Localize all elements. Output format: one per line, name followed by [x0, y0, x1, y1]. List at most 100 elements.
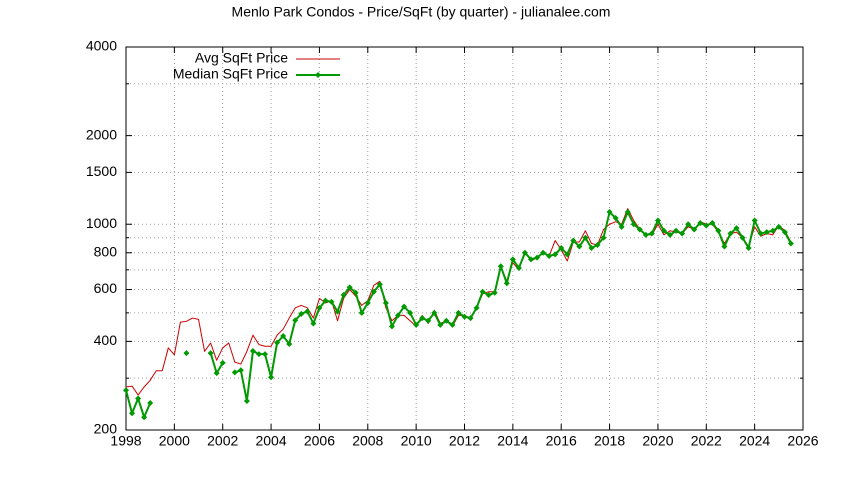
data-point: [667, 231, 674, 238]
data-point: [685, 221, 692, 228]
data-point: [739, 234, 746, 241]
x-tick-label: 2022: [691, 433, 722, 449]
x-tick-label: 2018: [594, 433, 625, 449]
data-point: [298, 310, 305, 317]
y-tick-label: 400: [94, 332, 118, 348]
data-point: [431, 309, 438, 316]
data-point: [292, 317, 299, 324]
data-point: [576, 243, 583, 250]
data-point: [624, 209, 631, 216]
data-point: [467, 315, 474, 322]
legend-label: Avg SqFt Price: [195, 50, 288, 66]
data-point: [546, 253, 553, 260]
data-point: [787, 240, 794, 247]
data-point: [497, 263, 504, 270]
data-point: [219, 359, 226, 366]
data-point: [274, 339, 281, 346]
data-point: [570, 237, 577, 244]
data-point: [255, 351, 262, 358]
data-point: [443, 317, 450, 324]
data-point: [691, 226, 698, 233]
x-tick-label: 2024: [739, 433, 770, 449]
data-point: [346, 284, 353, 291]
data-point: [479, 288, 486, 295]
data-point: [697, 219, 704, 226]
data-point: [437, 321, 444, 328]
data-point: [515, 265, 522, 272]
data-point: [455, 309, 462, 316]
data-point: [588, 245, 595, 252]
legend-label: Median SqFt Price: [173, 66, 288, 82]
data-point: [769, 227, 776, 234]
data-point: [606, 209, 613, 216]
data-point: [401, 303, 408, 310]
data-point: [775, 223, 782, 230]
data-point: [449, 321, 456, 328]
data-point: [654, 217, 661, 224]
plot-border: [125, 46, 804, 431]
data-point: [183, 350, 190, 357]
data-point: [407, 309, 414, 316]
data-point: [249, 348, 256, 355]
data-point: [612, 214, 619, 221]
data-point: [382, 300, 389, 307]
data-point: [781, 229, 788, 236]
data-point: [280, 333, 287, 340]
x-tick-label: 2016: [546, 433, 577, 449]
data-point: [322, 297, 329, 304]
data-point: [413, 321, 420, 328]
x-tick-label: 2002: [207, 433, 238, 449]
data-point: [358, 309, 365, 316]
data-point: [135, 395, 142, 402]
data-point: [243, 397, 250, 404]
data-point: [521, 249, 528, 256]
data-point: [733, 225, 740, 232]
chart-title: Menlo Park Condos - Price/SqFt (by quart…: [232, 4, 611, 20]
data-point: [340, 291, 347, 298]
data-point: [727, 230, 734, 237]
x-tick-label: 2000: [159, 433, 190, 449]
data-point: [473, 304, 480, 311]
data-point: [334, 308, 341, 315]
data-point: [141, 414, 148, 421]
data-point: [721, 243, 728, 250]
data-point: [600, 234, 607, 241]
data-point: [534, 254, 541, 261]
data-point: [328, 298, 335, 305]
data-point: [370, 288, 377, 295]
data-point: [262, 351, 269, 358]
data-point: [485, 291, 492, 298]
data-point: [679, 230, 686, 237]
data-point: [147, 400, 154, 407]
data-point: [419, 315, 426, 322]
data-point: [636, 226, 643, 233]
data-point: [527, 256, 534, 263]
data-point: [594, 242, 601, 249]
x-tick-label: 2012: [449, 433, 480, 449]
data-point: [757, 230, 764, 237]
data-point: [364, 300, 371, 307]
data-point: [491, 289, 498, 296]
data-point: [207, 350, 214, 357]
x-tick-label: 2008: [352, 433, 383, 449]
y-tick-label: 600: [94, 280, 118, 296]
data-point: [673, 227, 680, 234]
data-point: [395, 312, 402, 319]
data-point: [268, 374, 275, 381]
data-point: [123, 387, 129, 394]
data-point: [304, 308, 311, 315]
data-point: [660, 227, 667, 234]
data-point: [231, 369, 238, 376]
data-point: [213, 370, 220, 377]
data-point: [237, 367, 244, 374]
data-point: [352, 289, 359, 296]
x-tick-label: 1998: [110, 433, 141, 449]
data-point: [703, 222, 710, 229]
x-tick-label: 2014: [497, 433, 528, 449]
data-point: [630, 221, 637, 228]
y-tick-label: 1500: [86, 163, 117, 179]
data-point: [751, 217, 758, 224]
data-point: [376, 281, 383, 288]
data-point: [618, 223, 625, 230]
